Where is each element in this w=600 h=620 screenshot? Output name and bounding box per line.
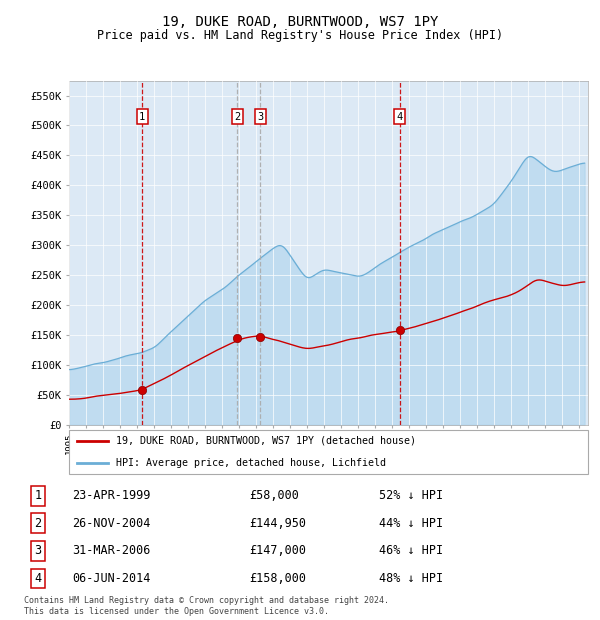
FancyBboxPatch shape [69, 430, 588, 474]
Text: 1: 1 [35, 489, 41, 502]
Text: 23-APR-1999: 23-APR-1999 [72, 489, 151, 502]
Text: 19, DUKE ROAD, BURNTWOOD, WS7 1PY: 19, DUKE ROAD, BURNTWOOD, WS7 1PY [162, 15, 438, 29]
Text: 26-NOV-2004: 26-NOV-2004 [72, 517, 151, 529]
Text: 19, DUKE ROAD, BURNTWOOD, WS7 1PY (detached house): 19, DUKE ROAD, BURNTWOOD, WS7 1PY (detac… [116, 436, 416, 446]
Text: 4: 4 [397, 112, 403, 122]
Text: 06-JUN-2014: 06-JUN-2014 [72, 572, 151, 585]
Text: £58,000: £58,000 [250, 489, 299, 502]
Text: 44% ↓ HPI: 44% ↓ HPI [379, 517, 443, 529]
Text: Contains HM Land Registry data © Crown copyright and database right 2024.
This d: Contains HM Land Registry data © Crown c… [24, 596, 389, 616]
Text: £147,000: £147,000 [250, 544, 307, 557]
Text: HPI: Average price, detached house, Lichfield: HPI: Average price, detached house, Lich… [116, 458, 386, 468]
Text: 2: 2 [35, 517, 41, 529]
Text: 52% ↓ HPI: 52% ↓ HPI [379, 489, 443, 502]
Text: £144,950: £144,950 [250, 517, 307, 529]
Text: 46% ↓ HPI: 46% ↓ HPI [379, 544, 443, 557]
Text: Price paid vs. HM Land Registry's House Price Index (HPI): Price paid vs. HM Land Registry's House … [97, 29, 503, 42]
Text: 31-MAR-2006: 31-MAR-2006 [72, 544, 151, 557]
Text: 1: 1 [139, 112, 145, 122]
Text: 48% ↓ HPI: 48% ↓ HPI [379, 572, 443, 585]
Text: 2: 2 [235, 112, 241, 122]
Text: 4: 4 [35, 572, 41, 585]
Text: 3: 3 [35, 544, 41, 557]
Text: £158,000: £158,000 [250, 572, 307, 585]
Text: 3: 3 [257, 112, 263, 122]
